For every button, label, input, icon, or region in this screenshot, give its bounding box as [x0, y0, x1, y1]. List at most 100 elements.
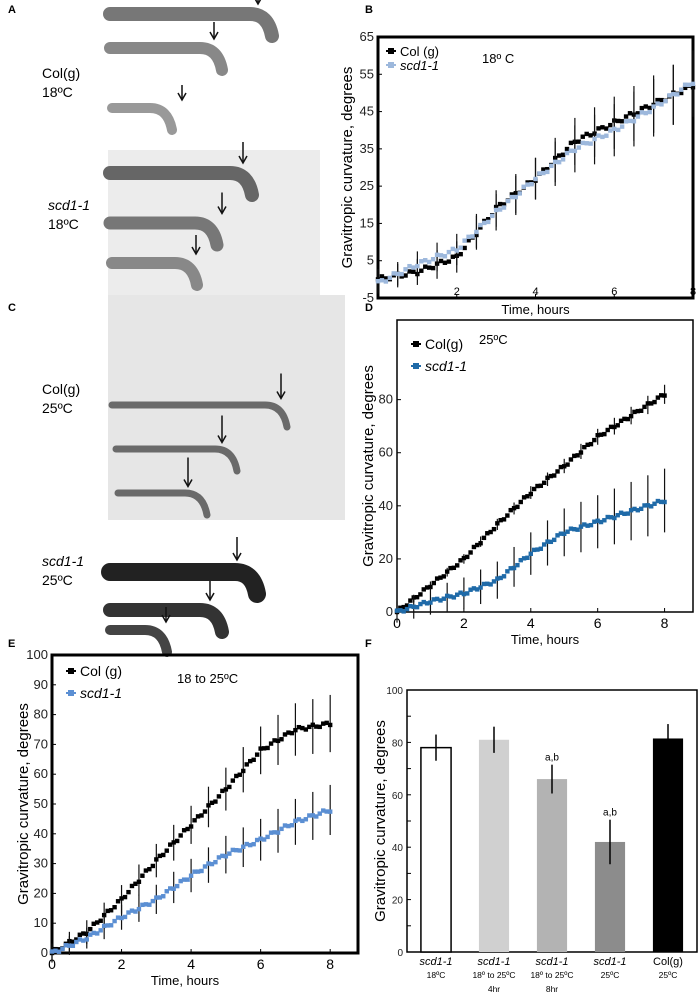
data-point — [430, 265, 436, 271]
chart-B: -5 5 15 25 35 45 55 65 Gravitropic curvature, de… — [339, 29, 696, 317]
data-point — [444, 593, 450, 599]
data-point — [174, 838, 180, 844]
data-point — [466, 234, 471, 240]
data-point — [551, 537, 557, 543]
data-point — [663, 99, 668, 104]
data-point — [458, 590, 463, 595]
data-point — [74, 937, 79, 942]
data-point — [518, 557, 523, 563]
data-point — [448, 565, 453, 571]
y-tick-label: 15 — [360, 215, 374, 230]
data-point — [209, 861, 215, 867]
data-point — [438, 253, 444, 258]
data-point — [572, 526, 577, 532]
data-point — [564, 150, 570, 156]
data-point — [481, 535, 487, 541]
data-point — [261, 746, 267, 751]
data-point — [643, 104, 648, 109]
data-point — [533, 176, 538, 182]
x-tick-label: 8 — [661, 615, 669, 631]
data-point — [682, 85, 688, 91]
category-name: scd1-1 — [593, 956, 626, 968]
data-point — [426, 265, 432, 270]
data-point — [627, 118, 633, 124]
data-point — [129, 883, 135, 889]
data-point — [188, 873, 194, 878]
data-point — [582, 522, 587, 527]
data-point — [178, 878, 183, 884]
data-point — [528, 551, 533, 556]
data-point — [161, 852, 166, 858]
data-point — [181, 877, 187, 882]
data-point — [491, 579, 497, 584]
y-tick-label: 60 — [34, 766, 48, 781]
category-condition: 25ºC — [659, 970, 678, 980]
data-point — [531, 486, 537, 492]
x-axis-label: Time, hours — [511, 632, 580, 647]
data-point — [140, 902, 145, 908]
data-point — [321, 808, 326, 813]
category-duration: 8hr — [546, 984, 558, 994]
data-point — [481, 581, 487, 587]
x-tick-label: 2 — [118, 956, 126, 972]
data-point — [618, 418, 624, 423]
data-point — [206, 861, 211, 866]
data-point — [254, 837, 260, 843]
data-point — [265, 745, 270, 751]
photo-label-col-25: Col(g) 25ºC — [42, 381, 81, 416]
data-point — [619, 119, 625, 124]
data-point — [678, 87, 684, 92]
y-tick-label: 0 — [397, 948, 403, 959]
y-tick-label: 40 — [34, 826, 48, 841]
data-point — [635, 408, 641, 414]
data-point — [608, 515, 614, 520]
data-point — [408, 603, 413, 609]
data-point — [678, 90, 684, 96]
data-point — [612, 515, 617, 521]
data-point — [282, 732, 288, 737]
data-point — [525, 182, 530, 187]
data-point — [398, 608, 403, 613]
bar — [652, 738, 684, 952]
panel-label-d: D — [365, 302, 373, 314]
data-point — [419, 268, 424, 273]
data-point — [521, 556, 527, 561]
x-tick-label: 8 — [690, 286, 696, 298]
data-point — [70, 943, 76, 949]
arrow-head-icon — [254, 0, 262, 6]
data-point — [509, 192, 515, 197]
data-point — [605, 427, 610, 433]
data-point — [244, 762, 249, 767]
data-point — [602, 518, 607, 523]
data-point — [582, 444, 587, 450]
x-tick-label: 2 — [454, 286, 460, 298]
data-point — [81, 931, 86, 936]
arrow-head-icon — [191, 246, 201, 256]
data-point — [451, 595, 457, 600]
data-point — [635, 111, 641, 116]
data-point — [471, 586, 477, 591]
bar — [478, 739, 510, 952]
panel-label-c: C — [8, 302, 16, 314]
data-point — [461, 555, 467, 561]
data-point — [468, 550, 473, 555]
data-point — [293, 818, 298, 824]
category-condition: 18º to 25ºC — [530, 970, 573, 980]
data-point — [206, 803, 211, 808]
x-axis-label: Time, hours — [151, 973, 220, 988]
data-point — [265, 834, 270, 840]
category-condition: 18º to 25ºC — [472, 970, 515, 980]
data-point — [584, 141, 589, 146]
y-tick-label: 5 — [367, 253, 374, 268]
data-point — [108, 923, 114, 928]
data-point — [129, 908, 135, 913]
data-point — [486, 219, 491, 225]
data-point — [538, 546, 544, 551]
data-point — [478, 585, 483, 590]
data-point — [488, 582, 493, 587]
legend-marker — [413, 341, 419, 347]
data-point — [541, 167, 546, 172]
data-point — [307, 813, 312, 818]
data-point — [588, 522, 594, 528]
data-point — [600, 125, 605, 130]
